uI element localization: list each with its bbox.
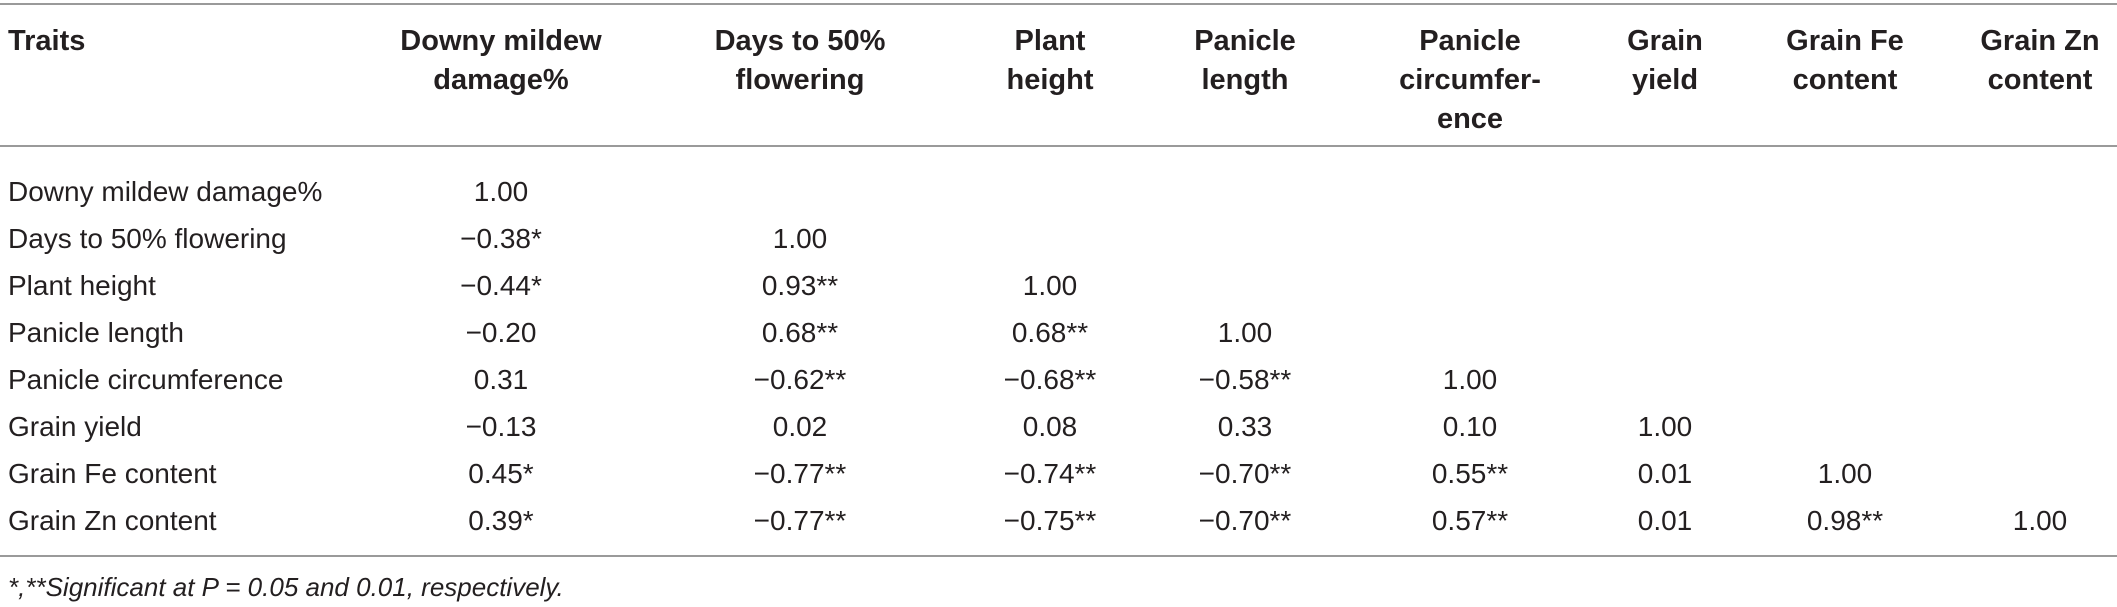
correlation-cell: −0.75** bbox=[1003, 505, 1097, 536]
correlation-cell: −0.77** bbox=[753, 505, 847, 536]
correlation-cell: 1.00 bbox=[1442, 364, 1498, 395]
row-label: Plant height bbox=[8, 270, 156, 301]
correlation-cell: 0.01 bbox=[1637, 505, 1693, 536]
header-grain-zn-content: Grain Zn content bbox=[1980, 25, 2100, 96]
table-row: Panicle circumference 0.31 −0.62** −0.68** −… bbox=[0, 356, 2117, 403]
header-downy-mildew-damage: Downy mildew damage% bbox=[400, 25, 602, 96]
row-label: Grain Fe content bbox=[8, 458, 217, 489]
correlation-cell: 0.02 bbox=[772, 411, 828, 442]
correlation-cell: 0.45* bbox=[468, 458, 534, 489]
correlation-cell: 1.00 bbox=[1637, 411, 1693, 442]
correlation-cell: −0.74** bbox=[1003, 458, 1097, 489]
table-row: Grain yield −0.13 0.02 0.08 0.33 0.10 1.00 bbox=[0, 403, 2117, 450]
correlation-cell: 0.31 bbox=[473, 364, 529, 395]
correlation-cell: 0.93** bbox=[761, 270, 839, 301]
correlation-cell: −0.77** bbox=[753, 458, 847, 489]
correlation-cell: 0.68** bbox=[761, 317, 839, 348]
row-label: Downy mildew damage% bbox=[8, 176, 323, 207]
table-row: Grain Zn content 0.39* −0.77** −0.75** −0.70… bbox=[0, 497, 2117, 544]
table-row: Days to 50% flowering −0.38* 1.00 bbox=[0, 215, 2117, 262]
table-row: Panicle length −0.20 0.68** 0.68** 1.00 bbox=[0, 309, 2117, 356]
correlation-cell: 0.08 bbox=[1022, 411, 1078, 442]
correlation-cell: 1.00 bbox=[1022, 270, 1078, 301]
correlation-cell: 0.55** bbox=[1431, 458, 1509, 489]
correlation-cell: 0.01 bbox=[1637, 458, 1693, 489]
correlation-cell: 0.33 bbox=[1217, 411, 1273, 442]
row-label: Days to 50% flowering bbox=[8, 223, 287, 254]
correlation-cell: 0.68** bbox=[1011, 317, 1089, 348]
correlation-cell: −0.70** bbox=[1198, 505, 1292, 536]
row-label: Panicle circumference bbox=[8, 364, 284, 395]
correlation-cell: −0.62** bbox=[753, 364, 847, 395]
header-panicle-circumference: Panicle circumfer- ence bbox=[1399, 25, 1541, 135]
correlation-cell: −0.44* bbox=[460, 270, 542, 301]
table-row: Grain Fe content 0.45* −0.77** −0.74** −0.70… bbox=[0, 450, 2117, 497]
header-grain-yield: Grain yield bbox=[1627, 25, 1703, 96]
correlation-cell: 1.00 bbox=[1817, 458, 1873, 489]
row-label: Panicle length bbox=[8, 317, 184, 348]
header-grain-fe-content: Grain Fe content bbox=[1786, 25, 1904, 96]
correlation-cell: −0.20 bbox=[465, 317, 537, 348]
correlation-cell: 0.98** bbox=[1806, 505, 1884, 536]
correlation-cell: −0.13 bbox=[465, 411, 537, 442]
correlation-cell: −0.38* bbox=[460, 223, 542, 254]
correlation-cell: 1.00 bbox=[473, 176, 529, 207]
correlation-cell: 1.00 bbox=[1217, 317, 1273, 348]
row-label: Grain Zn content bbox=[8, 505, 217, 536]
header-rule bbox=[0, 145, 2117, 147]
correlation-cell: −0.70** bbox=[1198, 458, 1292, 489]
header-days-to-50-flowering: Days to 50% flowering bbox=[714, 25, 886, 96]
correlation-cell: 0.10 bbox=[1442, 411, 1498, 442]
header-panicle-length: Panicle length bbox=[1194, 25, 1296, 96]
table-top-rule bbox=[0, 3, 2117, 5]
table-bottom-rule bbox=[0, 555, 2117, 557]
correlation-cell: 1.00 bbox=[772, 223, 828, 254]
header-traits: Traits bbox=[8, 25, 86, 57]
correlation-cell: 0.57** bbox=[1431, 505, 1509, 536]
correlation-cell: −0.58** bbox=[1198, 364, 1292, 395]
correlation-cell: 0.39* bbox=[468, 505, 534, 536]
table-row: Downy mildew damage% 1.00 bbox=[0, 168, 2117, 215]
correlation-cell: −0.68** bbox=[1003, 364, 1097, 395]
correlation-cell: 1.00 bbox=[2012, 505, 2068, 536]
row-label: Grain yield bbox=[8, 411, 142, 442]
header-plant-height: Plant height bbox=[1006, 25, 1094, 96]
table-footnote: *,**Significant at P = 0.05 and 0.01, re… bbox=[8, 572, 564, 602]
table-row: Plant height −0.44* 0.93** 1.00 bbox=[0, 262, 2117, 309]
